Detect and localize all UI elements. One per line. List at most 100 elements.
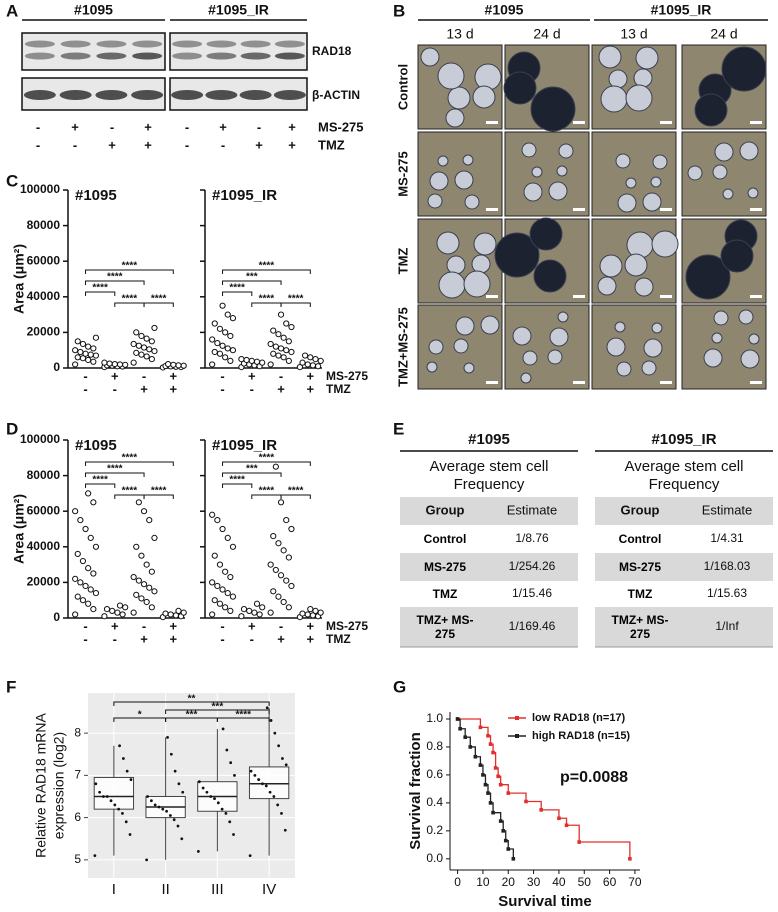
- blot-band: [171, 90, 204, 100]
- data-point: [257, 778, 261, 781]
- data-point: [116, 602, 124, 609]
- group-header: #1095_IR: [208, 2, 269, 18]
- data-point: [151, 347, 158, 355]
- data-point: [105, 795, 109, 798]
- treatment-sign: -: [221, 137, 225, 152]
- data-point: [125, 769, 129, 773]
- data-point: [228, 820, 232, 824]
- event-marker: [539, 808, 543, 812]
- survival-step: [526, 800, 542, 810]
- row-label: MS-275: [395, 151, 410, 197]
- table-cell: TMZ: [627, 587, 653, 601]
- sphere: [600, 85, 628, 113]
- sphere: [616, 361, 632, 377]
- x-tick-label: 60: [603, 875, 617, 889]
- data-point: [265, 706, 269, 710]
- data-point: [267, 561, 274, 568]
- data-point: [209, 361, 216, 368]
- blot-band: [240, 40, 271, 48]
- data-point: [302, 352, 309, 359]
- treatment-name: TMZ: [318, 137, 345, 152]
- blot-strip: [169, 77, 308, 111]
- data-point: [87, 586, 94, 593]
- column-header: Estimate: [702, 502, 753, 517]
- x-tick-label: 20: [502, 875, 516, 889]
- data-point: [280, 598, 287, 606]
- estimate-cell: 1/168.03: [704, 559, 751, 573]
- estimate-cell: 1/169.46: [509, 619, 556, 633]
- data-point: [270, 350, 277, 357]
- data-point: [143, 598, 150, 606]
- row-shade: [595, 607, 773, 647]
- treatment-sign: +: [219, 119, 227, 134]
- data-point: [140, 581, 148, 588]
- data-point: [224, 811, 228, 815]
- data-point: [285, 604, 292, 611]
- data-point: [109, 607, 116, 614]
- data-point: [229, 761, 233, 765]
- blot-band: [206, 40, 237, 48]
- group-cell: TMZ: [627, 587, 653, 601]
- data-point: [276, 803, 280, 807]
- sphere: [694, 93, 728, 127]
- sphere: [547, 349, 563, 365]
- event-marker: [455, 717, 460, 721]
- event-marker: [511, 857, 516, 861]
- treatment-name: MS-275: [318, 119, 364, 134]
- panel-label: E: [393, 419, 404, 438]
- data-point: [92, 543, 100, 550]
- data-point: [240, 606, 248, 613]
- data-point: [117, 807, 121, 811]
- event-marker: [478, 763, 483, 767]
- sphere: [463, 362, 475, 374]
- x-tick-label: I: [112, 881, 116, 898]
- data-point: [138, 595, 145, 602]
- data-point: [82, 582, 89, 590]
- significance-bracket: [222, 483, 253, 488]
- data-point: [261, 782, 264, 786]
- data-point: [130, 609, 137, 616]
- sphere: [522, 350, 538, 366]
- treatment-sign: -: [257, 119, 261, 134]
- data-point: [251, 609, 258, 616]
- table-cell: TMZ+ MS-275: [612, 613, 669, 641]
- treatment-sign: +: [111, 618, 119, 633]
- data-point: [317, 357, 324, 364]
- blot-strip: [21, 32, 166, 71]
- sphere: [473, 232, 497, 256]
- treatment-sign: -: [220, 631, 224, 646]
- micrograph: [417, 44, 503, 130]
- data-point: [148, 356, 155, 363]
- sphere: [455, 316, 475, 336]
- event-marker: [524, 799, 528, 804]
- treatment-sign: +: [288, 119, 296, 134]
- significance-label: ****: [122, 261, 138, 272]
- panel-label: B: [393, 1, 405, 20]
- data-point: [238, 613, 245, 620]
- data-point: [209, 579, 216, 586]
- micrograph: [504, 131, 590, 217]
- scale-bar: [750, 295, 762, 298]
- event-marker: [463, 735, 467, 739]
- sphere: [446, 255, 466, 275]
- annotation: p=0.0088: [560, 769, 628, 786]
- event-marker: [488, 742, 493, 746]
- data-point: [106, 360, 113, 367]
- data-point: [146, 346, 153, 353]
- blot-band: [23, 90, 56, 100]
- event-marker: [481, 773, 485, 777]
- scale-bar: [486, 121, 498, 124]
- data-point: [272, 343, 279, 350]
- blot-band: [240, 52, 271, 60]
- event-marker: [493, 766, 498, 770]
- data-point: [90, 606, 97, 613]
- data-point: [135, 342, 142, 349]
- data-point: [312, 356, 319, 363]
- sphere: [454, 170, 474, 190]
- data-point: [165, 360, 172, 368]
- treatment-sign: +: [170, 618, 178, 633]
- data-point: [256, 611, 263, 618]
- event-marker: [473, 754, 478, 759]
- data-point: [151, 324, 158, 332]
- significance-bracket: [222, 461, 311, 466]
